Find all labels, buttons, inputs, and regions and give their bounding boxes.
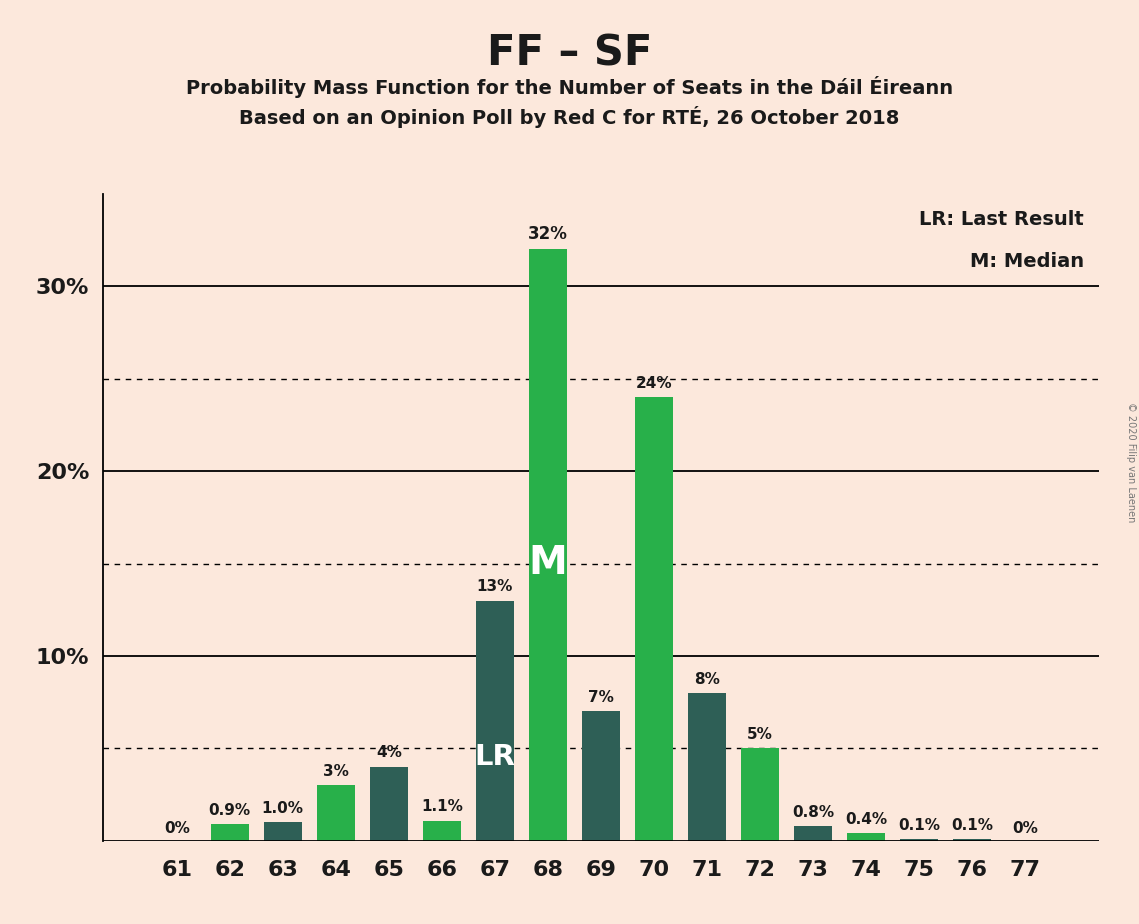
Bar [634, 397, 673, 841]
Text: 4%: 4% [376, 746, 402, 760]
Text: 13%: 13% [476, 579, 513, 594]
Text: 24%: 24% [636, 376, 672, 391]
Text: Based on an Opinion Poll by Red C for RTÉ, 26 October 2018: Based on an Opinion Poll by Red C for RT… [239, 106, 900, 128]
Text: 0.9%: 0.9% [208, 803, 251, 818]
Text: 0%: 0% [1011, 821, 1038, 836]
Bar [263, 822, 302, 841]
Text: Probability Mass Function for the Number of Seats in the Dáil Éireann: Probability Mass Function for the Number… [186, 76, 953, 98]
Bar [846, 833, 885, 841]
Bar [317, 785, 355, 841]
Text: 0.4%: 0.4% [845, 812, 887, 827]
Text: 3%: 3% [322, 764, 349, 779]
Text: 0%: 0% [164, 821, 190, 836]
Text: 7%: 7% [588, 690, 614, 705]
Text: FF – SF: FF – SF [486, 32, 653, 74]
Bar [211, 824, 248, 841]
Bar [688, 693, 726, 841]
Text: 1.0%: 1.0% [262, 801, 304, 816]
Text: © 2020 Filip van Laenen: © 2020 Filip van Laenen [1126, 402, 1136, 522]
Text: LR: LR [474, 743, 515, 771]
Text: 8%: 8% [694, 672, 720, 687]
Text: 0.8%: 0.8% [792, 805, 834, 820]
Text: 32%: 32% [527, 225, 567, 243]
Text: 1.1%: 1.1% [420, 799, 462, 814]
Bar [794, 826, 831, 841]
Text: 0.1%: 0.1% [951, 818, 993, 833]
Text: 0.1%: 0.1% [898, 818, 940, 833]
Text: 5%: 5% [747, 727, 772, 742]
Bar [953, 839, 991, 841]
Bar [370, 767, 408, 841]
Text: M: M [528, 544, 567, 582]
Bar [476, 601, 514, 841]
Text: M: Median: M: Median [970, 252, 1084, 272]
Bar [528, 249, 567, 841]
Bar [423, 821, 461, 841]
Bar [900, 839, 939, 841]
Text: LR: Last Result: LR: Last Result [919, 211, 1084, 229]
Bar [582, 711, 620, 841]
Bar [740, 748, 779, 841]
